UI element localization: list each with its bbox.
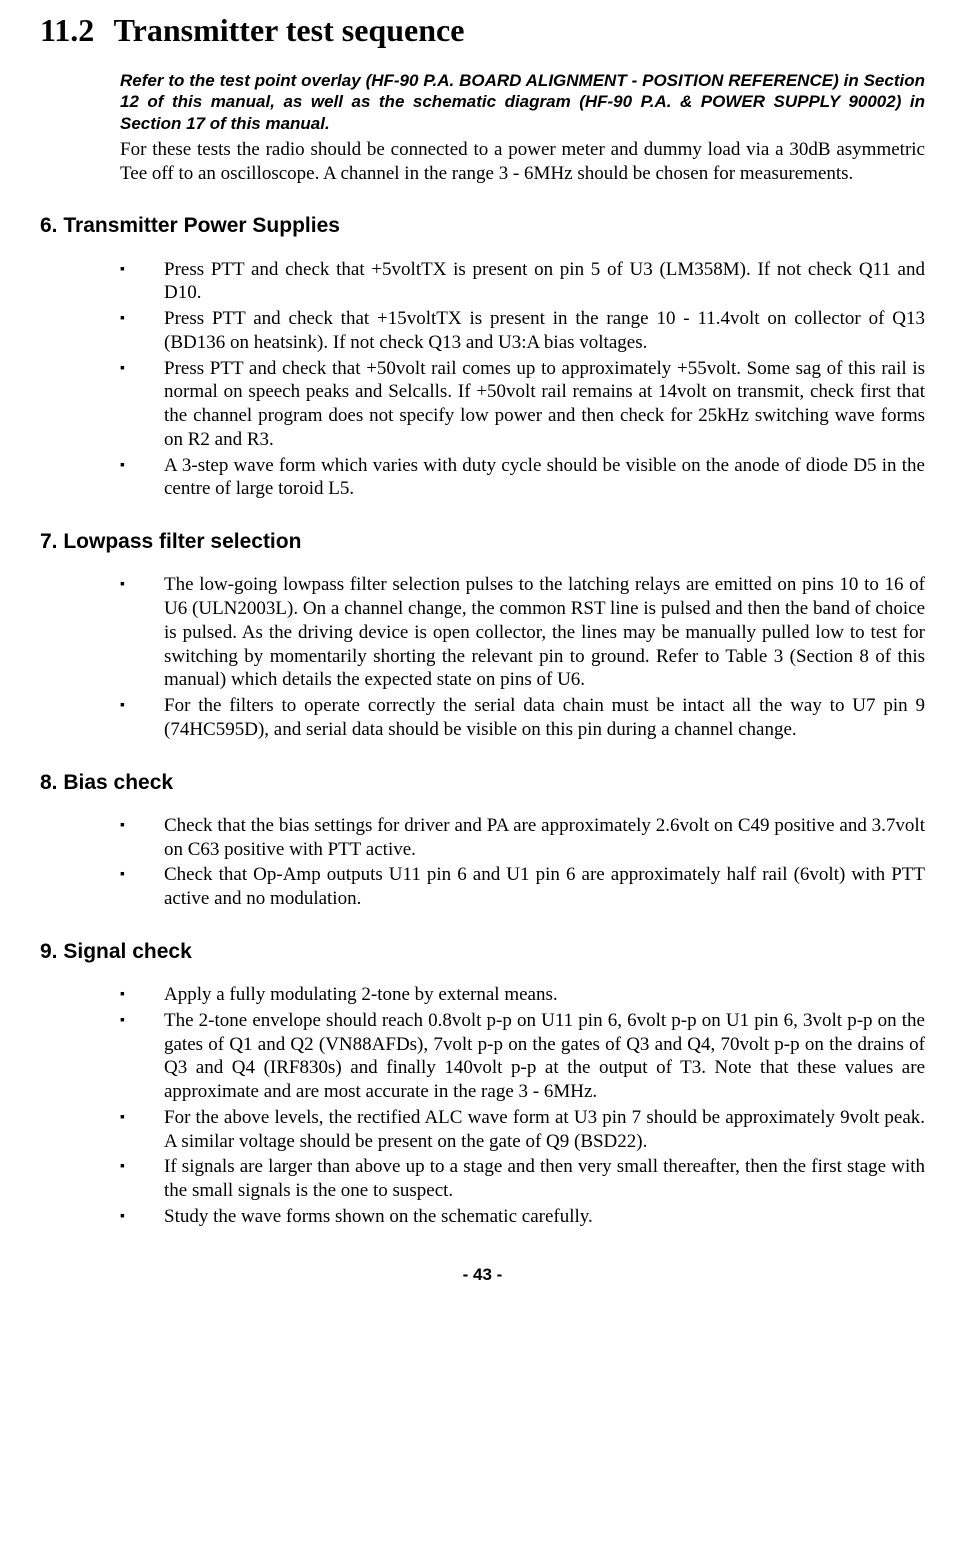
subsection-list: The low-going lowpass filter selection p…: [120, 573, 925, 741]
subsection-number: 6.: [40, 213, 58, 239]
subsection-title: 8. Bias check: [40, 770, 925, 796]
subsection-title: 9. Signal check: [40, 939, 925, 965]
list-item: Check that Op-Amp outputs U11 pin 6 and …: [120, 863, 925, 911]
main-title-text: Transmitter test sequence: [114, 12, 465, 48]
subsection-title: 7. Lowpass filter selection: [40, 529, 925, 555]
list-item: Study the wave forms shown on the schema…: [120, 1205, 925, 1229]
subsection-title: 6. Transmitter Power Supplies: [40, 213, 925, 239]
subsection-number: 8.: [40, 770, 58, 796]
subsection-number: 9.: [40, 939, 58, 965]
subsection-title-text: Lowpass filter selection: [63, 530, 301, 553]
main-title: 11.2 Transmitter test sequence: [40, 10, 925, 50]
list-item: Press PTT and check that +50volt rail co…: [120, 357, 925, 452]
list-item: Check that the bias settings for driver …: [120, 814, 925, 862]
subsection-number: 7.: [40, 529, 58, 555]
list-item: Apply a fully modulating 2-tone by exter…: [120, 983, 925, 1007]
reference-note: Refer to the test point overlay (HF-90 P…: [120, 70, 925, 134]
intro-text: For these tests the radio should be conn…: [120, 138, 925, 186]
list-item: The 2-tone envelope should reach 0.8volt…: [120, 1009, 925, 1104]
subsection-title-text: Transmitter Power Supplies: [63, 214, 340, 237]
list-item: For the above levels, the rectified ALC …: [120, 1106, 925, 1154]
subsection-title-text: Signal check: [63, 940, 191, 963]
subsection-list: Check that the bias settings for driver …: [120, 814, 925, 911]
list-item: Press PTT and check that +5voltTX is pre…: [120, 258, 925, 306]
page-number: - 43 -: [40, 1264, 925, 1285]
list-item: If signals are larger than above up to a…: [120, 1155, 925, 1203]
subsection-title-text: Bias check: [63, 771, 173, 794]
list-item: Press PTT and check that +15voltTX is pr…: [120, 307, 925, 355]
list-item: The low-going lowpass filter selection p…: [120, 573, 925, 692]
main-title-number: 11.2: [40, 10, 94, 50]
subsection-list: Press PTT and check that +5voltTX is pre…: [120, 258, 925, 502]
list-item: For the filters to operate correctly the…: [120, 694, 925, 742]
subsection-list: Apply a fully modulating 2-tone by exter…: [120, 983, 925, 1229]
list-item: A 3-step wave form which varies with dut…: [120, 454, 925, 502]
